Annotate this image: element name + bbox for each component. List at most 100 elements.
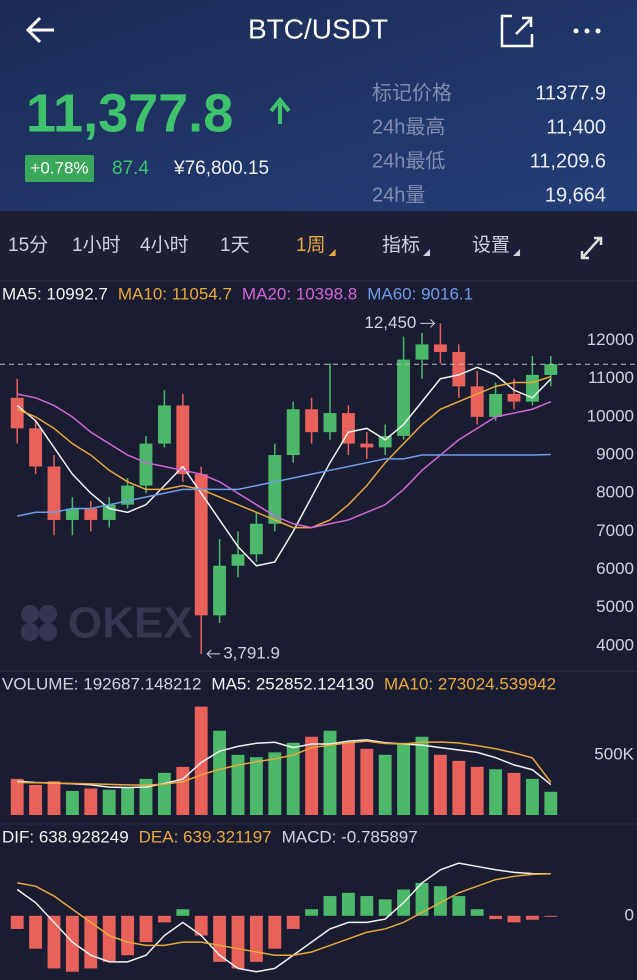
macd-bar — [194, 915, 208, 936]
volume-bar — [102, 789, 116, 815]
stat-value: 11,400 — [546, 116, 606, 138]
candle-body — [378, 435, 392, 448]
macd-bar — [29, 915, 43, 949]
change-percent: +0.78% — [30, 158, 88, 177]
volume-ma-line — [17, 740, 552, 786]
y-tick-label: 500K — [594, 744, 634, 763]
candle-body — [231, 554, 245, 566]
volume-bar — [489, 769, 503, 815]
candle-body — [323, 413, 337, 433]
macd-bar — [213, 915, 227, 962]
volume-bar — [305, 736, 319, 815]
stat-label: 24h最高 — [372, 115, 445, 138]
volume-bar — [525, 778, 539, 815]
pair-title: BTC/USDT — [248, 13, 388, 44]
legend-entry: MA60: 9016.1 — [367, 284, 473, 303]
fullscreen-button[interactable] — [580, 236, 603, 260]
candle-body — [452, 351, 466, 387]
macd-bar — [286, 915, 300, 929]
ma-line — [16, 375, 552, 529]
macd-bar — [489, 915, 503, 920]
macd-bar — [525, 915, 539, 920]
legend-entry: MACD: -0.785897 — [282, 827, 418, 846]
candle-body — [10, 397, 24, 429]
candle-body — [176, 405, 190, 475]
macd-bar — [433, 886, 447, 916]
last-price: 11,377.8 — [26, 83, 233, 143]
volume-bar — [213, 730, 227, 815]
volume-ma-line — [17, 739, 552, 789]
macd-bar — [10, 915, 24, 929]
volume-bar — [397, 742, 411, 815]
macd-bar — [157, 915, 171, 923]
more-button[interactable] — [573, 28, 601, 34]
candle-body — [139, 443, 153, 486]
legend-entry: VOLUME: 192687.148212 — [2, 674, 201, 693]
legend-entry: MA10: 11054.7 — [118, 284, 232, 303]
tab[interactable]: 1天 — [220, 235, 250, 256]
y-tick-label: 12000 — [587, 330, 634, 349]
dif-line — [16, 862, 551, 973]
y-tick-label: 9000 — [596, 445, 634, 464]
volume-bar — [194, 706, 208, 815]
volume-bar — [452, 760, 466, 815]
y-tick-label: 4000 — [596, 635, 634, 654]
dropdown-caret — [328, 249, 336, 256]
macd-bar — [47, 915, 61, 969]
volume-bar — [415, 736, 429, 815]
y-tick-label: 6000 — [596, 559, 634, 578]
y-tick-label: 5000 — [596, 597, 634, 616]
back-button[interactable] — [25, 16, 54, 44]
legend-entry: DEA: 639.321197 — [139, 827, 272, 846]
low-annotation: 3,791.9 — [223, 643, 280, 662]
candle-body — [102, 504, 116, 520]
candle-body — [415, 344, 429, 360]
watermark-logo — [21, 605, 57, 641]
volume-bar — [84, 788, 98, 815]
candle-body — [341, 413, 355, 444]
dea-line — [17, 872, 551, 957]
volume-bar — [231, 754, 245, 815]
stat-label: 24h最低 — [372, 149, 445, 172]
ma-line — [17, 453, 551, 517]
volume-bar — [139, 778, 153, 815]
share-button[interactable] — [500, 14, 534, 48]
macd-bar — [139, 915, 153, 943]
volume-bar — [378, 754, 392, 815]
legend-entry: MA5: 252852.124130 — [211, 674, 374, 693]
macd-bar — [452, 896, 466, 916]
stat-label: 标记价格 — [372, 81, 452, 104]
macd-bar — [378, 899, 392, 916]
tab[interactable]: 15分 — [8, 234, 48, 256]
dropdown-caret — [423, 249, 431, 256]
arrow — [206, 649, 221, 659]
macd-bar — [305, 909, 319, 916]
candle-body — [489, 393, 503, 417]
tab[interactable]: 4小时 — [140, 234, 189, 256]
volume-bar — [10, 778, 24, 815]
candle-body — [305, 409, 319, 433]
tab[interactable]: 1周 — [296, 235, 326, 256]
candle-body — [360, 443, 374, 448]
macd-bar — [102, 915, 116, 962]
y-tick-label: 0 — [625, 905, 634, 924]
candle-body — [470, 386, 484, 417]
arrow — [420, 319, 436, 328]
candle-body — [157, 405, 171, 444]
volume-bar — [29, 784, 43, 815]
up-arrow — [269, 96, 291, 124]
candle-body — [249, 523, 263, 555]
legend-entry: MA20: 10398.8 — [242, 284, 357, 303]
candle-body — [194, 474, 208, 616]
macd-bar — [360, 896, 374, 916]
dropdown-caret — [513, 249, 521, 256]
macd-bar — [231, 915, 245, 969]
tab[interactable]: 1小时 — [72, 234, 121, 256]
stat-value: 19,664 — [545, 184, 606, 206]
tab[interactable]: 设置 — [472, 234, 510, 256]
tab[interactable]: 指标 — [382, 234, 420, 256]
volume-bar — [507, 772, 521, 815]
macd-bar — [415, 882, 429, 916]
macd-bar — [323, 896, 337, 916]
